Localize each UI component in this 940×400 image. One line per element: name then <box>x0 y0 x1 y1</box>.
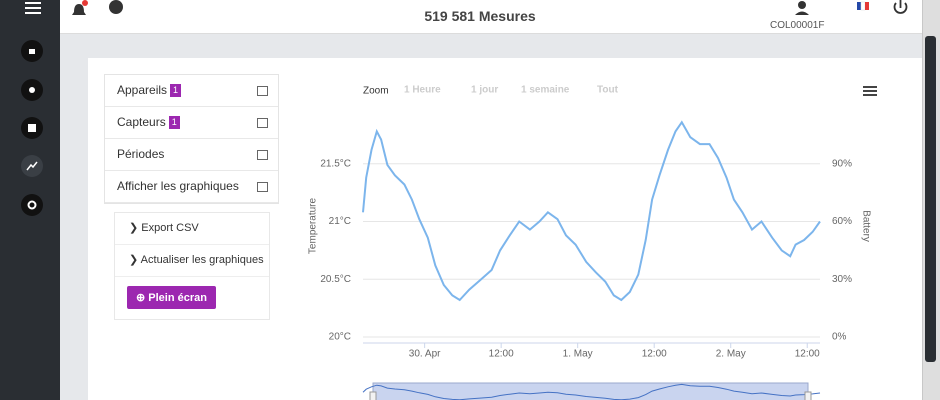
button-label: Plein écran <box>148 292 207 304</box>
action-export[interactable]: ❯ Export CSV <box>115 213 269 245</box>
chart-menu-icon[interactable] <box>863 86 877 96</box>
top-bar <box>60 0 922 34</box>
action-label: Export CSV <box>141 222 199 234</box>
badge: 1 <box>170 84 182 98</box>
menu-icon <box>257 150 268 160</box>
temperature-line <box>362 120 821 302</box>
menu-label: Périodes <box>117 147 165 161</box>
y-tick-label: 21.5°C <box>320 158 351 169</box>
user-icon[interactable] <box>798 1 806 9</box>
settings-icon[interactable] <box>21 194 43 216</box>
y2-tick-label: 90% <box>832 158 852 169</box>
user-id: COL00001F <box>770 20 825 31</box>
flag-blue[interactable] <box>857 2 861 10</box>
x-tick-label: 1. May <box>563 349 593 360</box>
badge: 1 <box>168 116 180 130</box>
alerts-glyph <box>29 87 35 93</box>
help-icon[interactable] <box>109 0 123 14</box>
navigator-handle[interactable] <box>369 391 377 400</box>
charts-glyph <box>26 161 38 171</box>
settings-glyph <box>27 200 37 210</box>
navigator-handle[interactable] <box>804 391 812 400</box>
y-axis-title: Temperature <box>308 197 319 254</box>
x-tick-label: 12:00 <box>795 349 820 360</box>
header-title: 519 581 Mesures <box>424 8 536 24</box>
chart-actions: ❯ Export CSV ❯ Actualiser les graphiques… <box>114 212 270 320</box>
menu-label: Afficher les graphiques <box>117 179 239 193</box>
notification-icon[interactable] <box>72 4 86 15</box>
menu-label: Appareils <box>117 83 168 97</box>
fullscreen-button[interactable]: ⊕ Plein écran <box>127 286 216 309</box>
y2-tick-label: 60% <box>832 216 852 227</box>
zoom-option[interactable]: 1 jour <box>471 85 498 96</box>
user-icon-body <box>795 11 809 15</box>
menu-label: Capteurs <box>117 115 166 129</box>
menu-icon <box>257 86 268 96</box>
y2-tick-label: 0% <box>832 332 847 343</box>
x-tick-label: 12:00 <box>642 349 667 360</box>
menu-icon[interactable] <box>25 2 41 14</box>
action-refresh[interactable]: ❯ Actualiser les graphiques <box>115 245 269 277</box>
power-icon[interactable] <box>893 2 908 14</box>
devices-glyph <box>28 124 36 132</box>
zoom-option[interactable]: 1 semaine <box>521 85 570 96</box>
flag-red <box>865 2 869 10</box>
menu-item[interactable]: Afficher les graphiques <box>105 171 278 203</box>
y-tick-label: 21°C <box>329 216 351 227</box>
top-icons <box>72 0 908 15</box>
x-tick-label: 30. Apr <box>409 349 441 360</box>
menu-item[interactable]: Périodes <box>105 139 278 171</box>
action-label: Actualiser les graphiques <box>140 254 264 266</box>
menu-icon <box>257 118 268 128</box>
zoom-option[interactable]: Tout <box>597 85 619 96</box>
x-tick-label: 12:00 <box>489 349 514 360</box>
x-tick-label: 2. May <box>716 349 746 360</box>
sidebar <box>0 0 60 400</box>
y2-axis-title: Battery <box>860 210 871 242</box>
zoom-label: Zoom <box>363 86 389 97</box>
menu-item[interactable]: Capteurs 1 <box>105 107 278 139</box>
sidebar-icons <box>21 2 43 216</box>
menu-item[interactable]: Appareils 1 <box>105 75 278 107</box>
menu-icon <box>257 182 268 192</box>
home-glyph <box>29 49 35 54</box>
zoom-option[interactable]: 1 Heure <box>404 85 441 96</box>
navigator-line <box>362 383 821 400</box>
notification-dot <box>82 0 88 6</box>
side-menu: Appareils 1 Capteurs 1 Périodes Afficher les … <box>104 74 279 204</box>
y-tick-label: 20.5°C <box>320 274 351 285</box>
y-tick-label: 20°C <box>329 332 351 343</box>
scrollbar-thumb[interactable] <box>925 36 936 362</box>
y2-tick-label: 30% <box>832 274 852 285</box>
